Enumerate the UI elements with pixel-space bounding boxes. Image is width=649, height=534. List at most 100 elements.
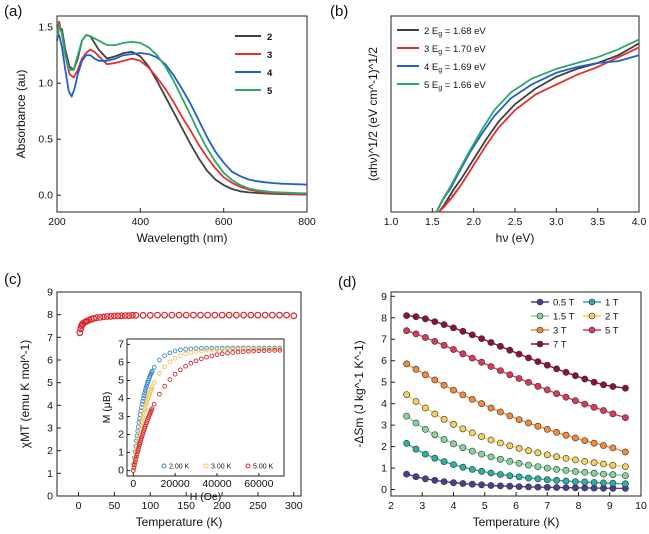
c-inset-data-point — [137, 440, 143, 445]
c-inset-data-point — [272, 346, 277, 352]
c-data-point — [107, 312, 115, 320]
d-y-tick-label: 5 — [381, 377, 387, 389]
c-inset-data-point — [130, 468, 136, 473]
c-inset-data-point — [261, 346, 267, 352]
c-inset-data-point — [135, 449, 141, 455]
d-data-point — [562, 393, 570, 401]
c-inset-data-point — [198, 348, 204, 354]
d-data-point — [515, 444, 523, 452]
d-data-point — [440, 341, 448, 349]
c-data-point — [100, 313, 107, 321]
d-data-point — [515, 375, 523, 382]
b-y-axis-label: (αhν)^1/2 (eV cm^-1)^1/2 — [366, 47, 380, 181]
d-data-point — [622, 480, 629, 488]
a-series-line-2 — [56, 26, 308, 196]
d-data-point — [403, 470, 410, 478]
b-fit-dashed-line-5 — [435, 170, 460, 213]
c-inset-data-point — [235, 346, 241, 352]
d-y-tick-label: 6 — [381, 355, 387, 367]
d-data-point — [487, 436, 495, 444]
d-data-point — [412, 365, 420, 373]
d-data-point — [515, 473, 523, 481]
d-data-point — [515, 459, 523, 467]
d-data-point — [440, 478, 448, 485]
c-inset-data-point — [140, 431, 146, 437]
d-data-point — [459, 425, 467, 433]
c-inset-data-point — [142, 405, 148, 410]
d-data-point — [543, 476, 551, 484]
d-data-point — [600, 460, 607, 468]
c-x-tick-label: 200 — [213, 500, 231, 512]
c-data-point — [290, 312, 298, 320]
a-series-line-5 — [56, 24, 308, 195]
c-inset-data-point — [193, 358, 199, 364]
c-data-point — [90, 315, 97, 322]
c-inset-data-point — [167, 350, 173, 356]
c-data-point — [247, 311, 255, 319]
b-legend-value: = 1.66 eV — [442, 80, 486, 91]
a-series-line-4 — [56, 34, 308, 186]
b-legend-prefix: 3 E — [424, 44, 438, 55]
d-data-point — [468, 480, 476, 488]
chart-chimt: 0 50 100 150 200 250 3000123456789Temperature … — [18, 287, 303, 530]
c-inset-data-point — [162, 364, 168, 370]
c-inset-data-point — [209, 353, 215, 359]
d-data-point — [543, 425, 551, 433]
c-data-point — [139, 311, 147, 319]
b-legend-value: = 1.68 eV — [442, 26, 486, 37]
c-inset-data-point — [137, 426, 143, 431]
c-data-point — [125, 312, 133, 320]
c-data-point — [189, 311, 197, 319]
c-inset-data-point — [151, 364, 157, 370]
c-inset-data-point — [149, 384, 155, 390]
d-data-point — [506, 472, 514, 480]
c-data-point — [110, 312, 118, 320]
c-inset-data-point — [133, 457, 139, 462]
c-inset-data-point — [214, 352, 220, 358]
chart-entropy-change: 2 3 4 5 6 7 8 9 10 0 1 2 3 4 5 6 7 8 9 Temperature (K) -ΔSm … — [352, 291, 647, 529]
d-data-point — [496, 471, 504, 478]
c-inset-data-point — [266, 348, 272, 353]
d-legend-label: 5 T — [605, 326, 619, 337]
c-inset-y-tick-label: 4 — [118, 392, 124, 404]
c-inset-y-tick-label: 7 — [118, 338, 124, 350]
d-data-point — [622, 384, 629, 392]
d-data-point — [421, 315, 429, 323]
b-x-axis-label: hν (eV) — [496, 231, 535, 245]
b-x-tick-label: 1.0 — [384, 216, 399, 228]
c-x-tick-label: 100 — [142, 500, 160, 512]
d-data-point — [581, 478, 589, 486]
b-legend-subscript: g — [438, 85, 442, 92]
d-data-point — [431, 454, 439, 462]
c-inset-data-point — [188, 350, 194, 355]
c-inset-data-point — [214, 345, 220, 351]
c-inset-data-point — [198, 356, 204, 362]
d-data-point — [581, 437, 589, 444]
d-data-point — [543, 451, 551, 459]
d-data-point — [590, 439, 598, 447]
d-data-point — [525, 354, 532, 362]
d-data-point — [562, 368, 570, 376]
c-inset-data-point — [219, 351, 225, 357]
d-legend-label: 1 T — [605, 298, 619, 309]
c-inset-y-axis-label: M (μB) — [101, 392, 113, 424]
d-y-tick-label: 9 — [381, 291, 387, 303]
c-y-tick-label: 5 — [47, 377, 53, 389]
c-inset-data-point — [149, 368, 155, 374]
d-x-tick-label: 5 — [482, 500, 488, 512]
c-inset-data-point — [141, 409, 147, 415]
c-data-point — [114, 312, 122, 320]
d-data-point — [534, 449, 542, 457]
d-data-point — [403, 312, 410, 319]
b-legend-prefix: 2 E — [424, 26, 438, 37]
a-x-tick-label: 600 — [215, 216, 233, 228]
c-inset-data-point — [178, 347, 183, 353]
d-data-point — [506, 371, 514, 379]
d-y-axis-label: -ΔSm (J kg^-1 K^-1) — [352, 340, 366, 447]
c-inset-data-point — [219, 347, 225, 352]
d-y-tick-label: 2 — [381, 441, 387, 453]
c-inset-data-point — [172, 371, 178, 377]
d-data-point — [487, 469, 495, 477]
d-data-point — [525, 378, 532, 386]
